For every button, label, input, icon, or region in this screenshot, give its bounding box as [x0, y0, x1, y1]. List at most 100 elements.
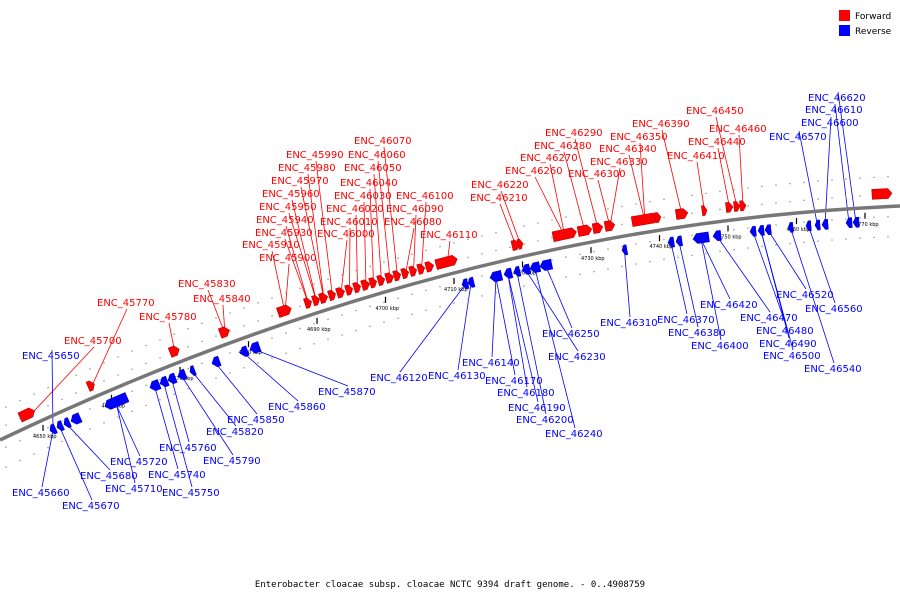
guide-dot	[495, 231, 497, 234]
reverse-gene-label: ENC_46170	[485, 376, 543, 387]
leader-line	[315, 160, 333, 297]
guide-dot	[75, 374, 77, 376]
guide-dot	[5, 466, 7, 468]
leader-line	[116, 406, 141, 457]
guide-dot	[299, 287, 301, 290]
guide-dot	[131, 350, 133, 352]
legend: Forward Reverse	[839, 10, 892, 37]
guide-dot	[705, 252, 707, 255]
guide-dot	[75, 392, 77, 394]
leader-line	[525, 270, 579, 352]
guide-dot	[845, 238, 847, 240]
leader-line	[752, 231, 787, 326]
guide-dot	[369, 325, 371, 328]
guide-dot	[145, 344, 147, 347]
forward-gene	[424, 261, 435, 273]
reverse-gene	[521, 263, 532, 275]
reverse-gene-label: ENC_45870	[318, 387, 376, 398]
leader-line	[171, 380, 190, 443]
guide-dot	[523, 285, 525, 287]
reverse-gene-label: ENC_46120	[370, 373, 428, 384]
leader-line	[500, 190, 521, 245]
leader-line	[834, 103, 850, 224]
guide-dot	[649, 260, 651, 263]
leader-line	[285, 225, 309, 304]
guide-dot	[677, 256, 679, 259]
leader-line	[215, 363, 258, 415]
guide-dot	[691, 194, 693, 197]
guide-dot	[257, 362, 259, 364]
guide-dot	[131, 368, 133, 370]
leader-line	[738, 134, 744, 206]
guide-dot	[761, 203, 763, 206]
guide-dot	[313, 343, 315, 345]
guide-dot	[761, 185, 763, 188]
reverse-gene-label: ENC_46500	[763, 351, 821, 362]
guide-dot	[397, 257, 399, 259]
guide-dot	[103, 380, 105, 382]
leader-line	[534, 268, 576, 429]
guide-dot	[159, 356, 161, 359]
leader-line	[597, 179, 611, 227]
reverse-gene	[845, 217, 853, 229]
reverse-gene	[529, 261, 542, 274]
reverse-gene-label: ENC_45820	[206, 427, 264, 438]
guide-dot	[159, 338, 161, 341]
guide-dot	[47, 446, 49, 449]
reverse-gene-label: ENC_45860	[268, 402, 326, 413]
guide-dot	[803, 241, 805, 244]
reverse-gene	[104, 392, 130, 410]
forward-gene	[516, 238, 524, 250]
guide-dot	[201, 340, 203, 343]
forward-gene-label: ENC_46260	[505, 166, 563, 177]
forward-gene	[551, 227, 577, 242]
guide-dot	[509, 228, 511, 231]
forward-gene	[276, 304, 292, 318]
guide-dot	[5, 446, 7, 448]
forward-gene-label: ENC_45970	[271, 176, 329, 187]
guide-dot	[5, 406, 7, 408]
guide-dot	[831, 179, 833, 181]
guide-dot	[187, 387, 189, 390]
legend-label-forward: Forward	[855, 12, 891, 22]
guide-dot	[61, 440, 63, 443]
guide-dot	[635, 243, 637, 245]
guide-dot	[887, 235, 889, 238]
guide-dot	[537, 282, 539, 284]
guide-dot	[593, 270, 595, 273]
guide-dot	[145, 404, 147, 407]
guide-dot	[887, 215, 889, 218]
guide-dot	[145, 362, 147, 365]
leader-line	[154, 387, 179, 470]
forward-gene	[303, 297, 312, 309]
reverse-gene	[159, 375, 170, 388]
reverse-gene	[211, 355, 222, 368]
guide-dot	[747, 227, 749, 229]
reverse-gene-label: ENC_45710	[105, 484, 163, 495]
guide-dot	[271, 297, 273, 299]
reverse-gene	[177, 368, 188, 381]
guide-dot	[229, 372, 231, 374]
forward-gene-label: ENC_46350	[610, 132, 668, 143]
leader-line	[288, 212, 317, 302]
guide-dot	[607, 268, 609, 270]
leader-line	[491, 277, 497, 358]
leader-line	[116, 406, 136, 484]
reverse-gene	[461, 278, 470, 290]
guide-dot	[607, 208, 609, 210]
leader-line	[808, 225, 836, 304]
forward-gene-label: ENC_46410	[667, 151, 725, 162]
reverse-gene-label: ENC_46230	[548, 352, 606, 363]
guide-dot	[383, 261, 385, 264]
legend-swatch-forward	[839, 10, 850, 21]
reverse-gene	[787, 222, 794, 233]
leader-line	[413, 214, 417, 272]
guide-dot	[215, 317, 217, 319]
guide-dot	[509, 246, 511, 249]
guide-dot	[523, 243, 525, 245]
guide-dot	[873, 216, 875, 219]
forward-gene-label: ENC_46290	[545, 128, 603, 139]
guide-dot	[215, 335, 217, 337]
forward-gene	[344, 284, 353, 296]
leader-line	[349, 227, 351, 291]
